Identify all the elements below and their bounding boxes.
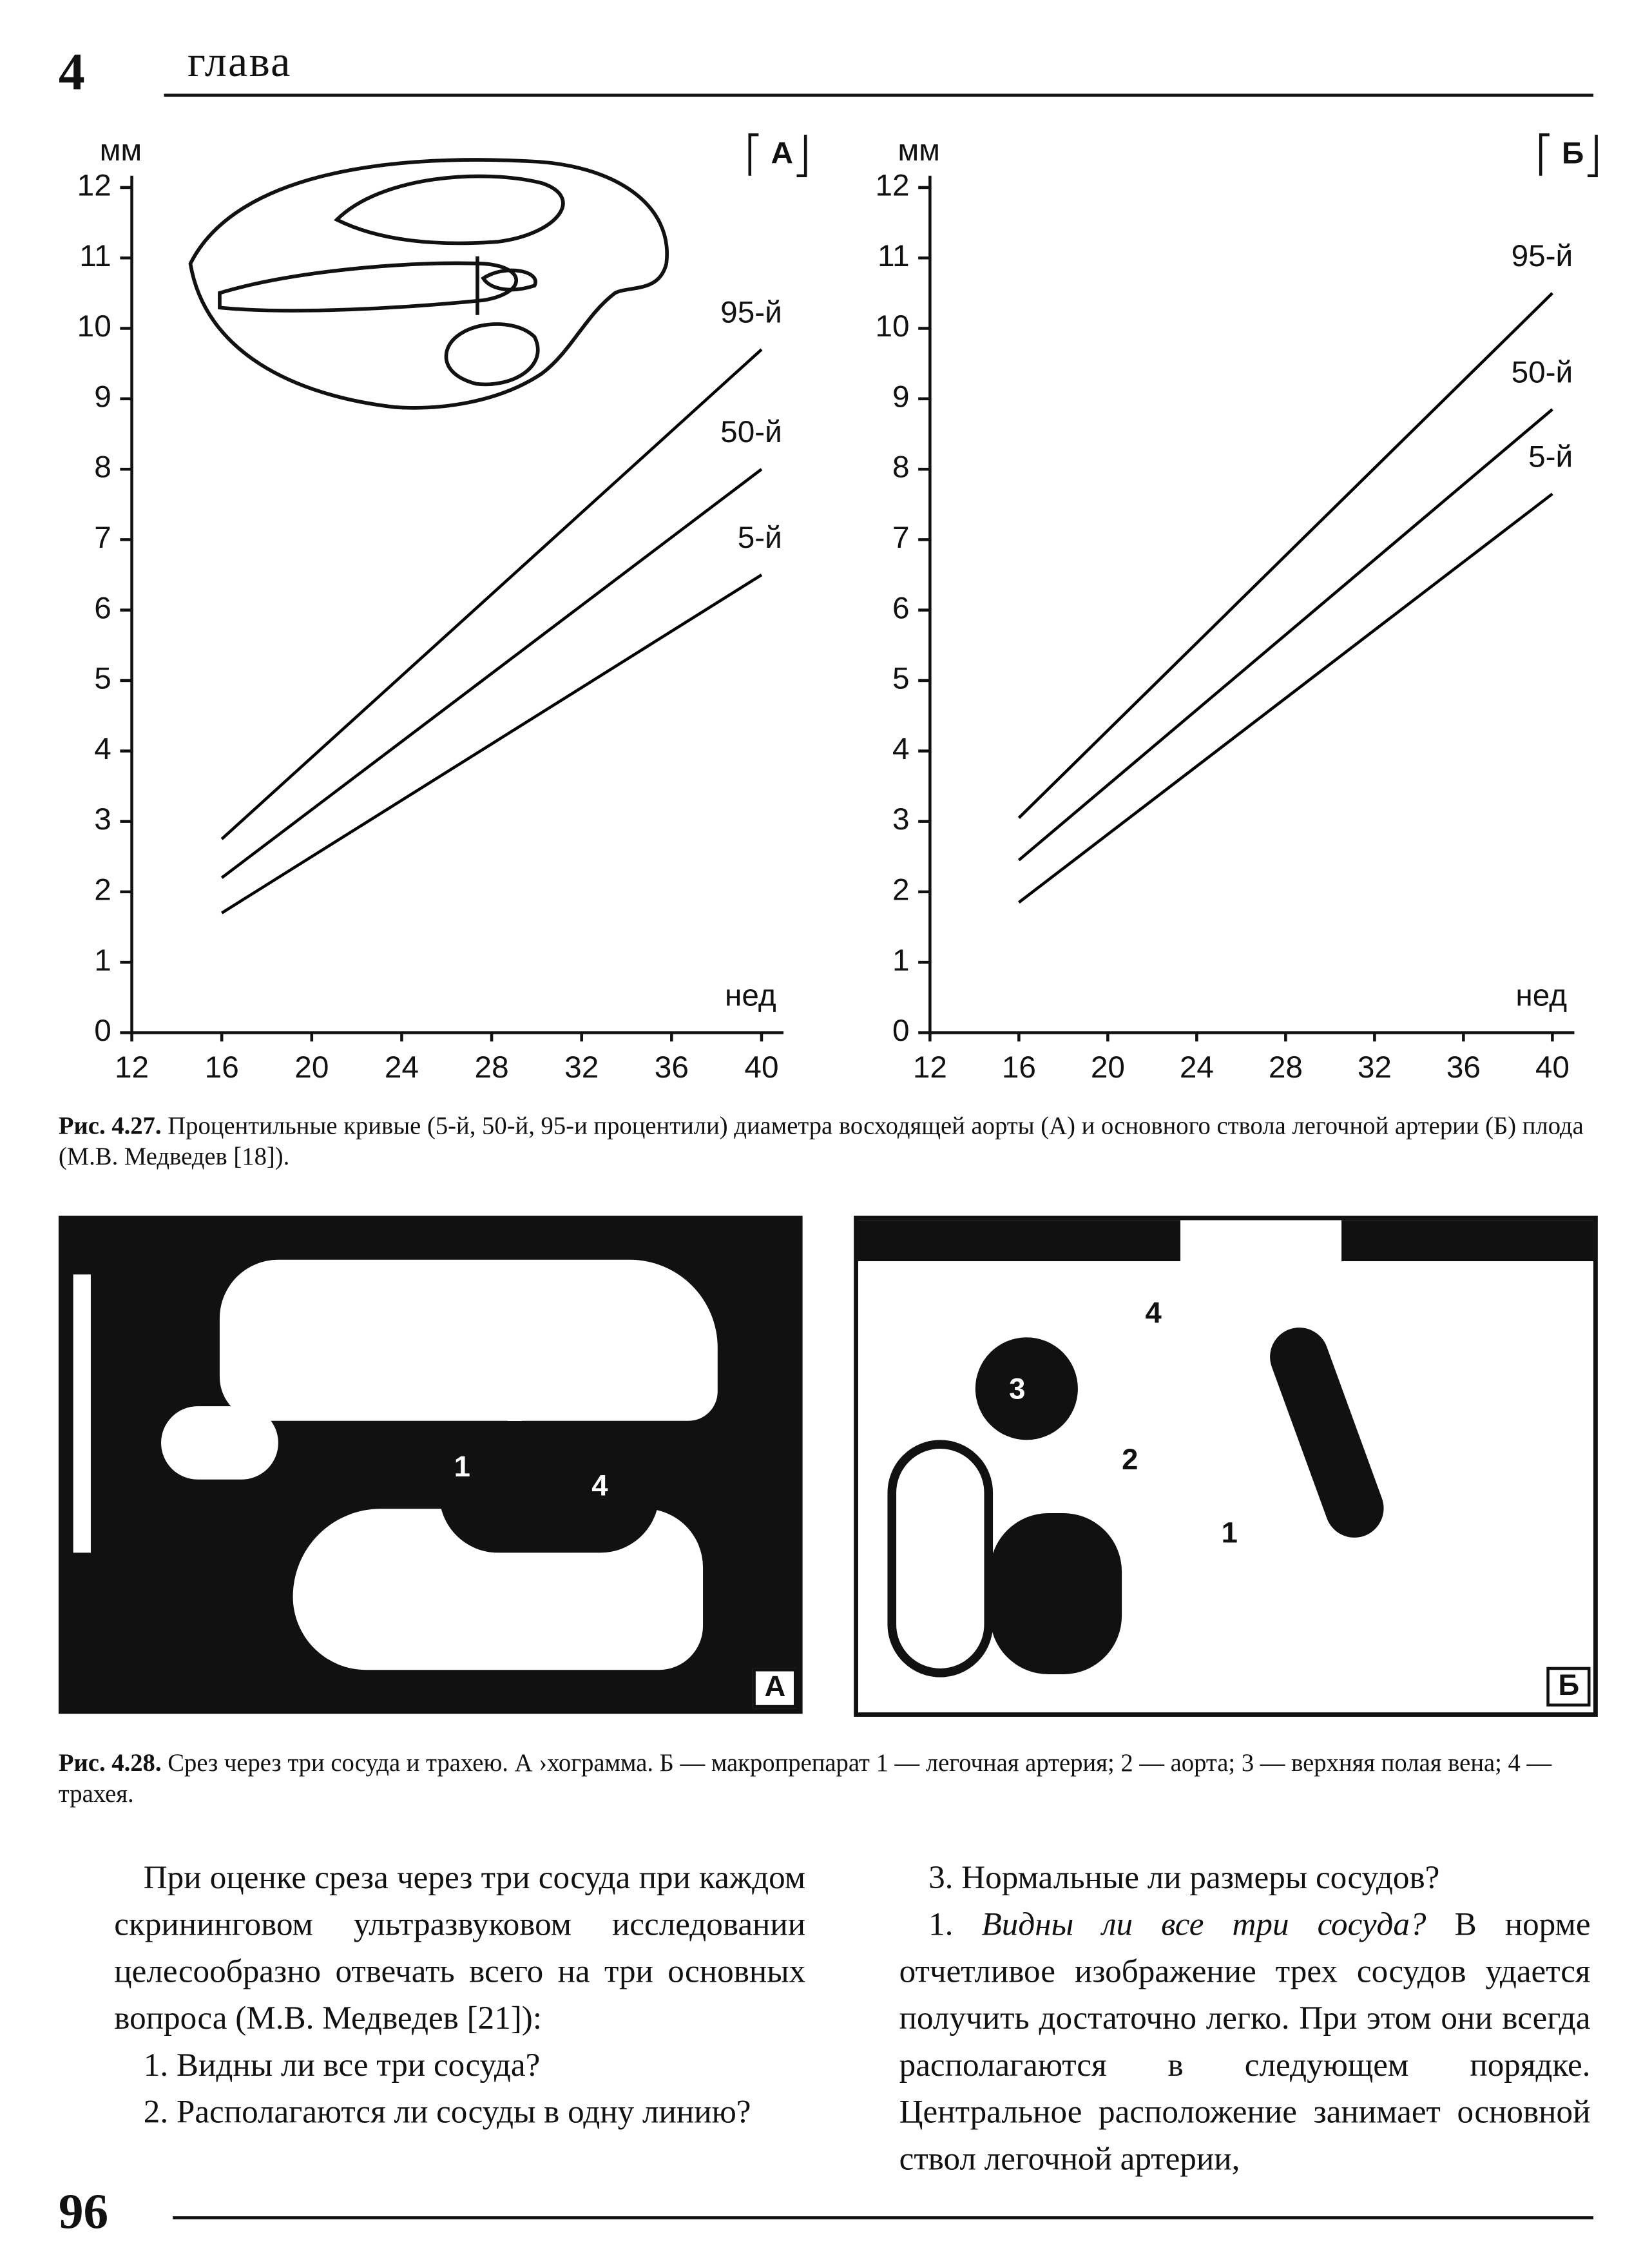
series-label: 95-й [720,295,782,329]
panel-label: Б [1546,1667,1591,1707]
percentile-line [1017,408,1553,862]
x-axis-label: нед [725,979,776,1013]
y-tick-label: 4 [892,732,910,766]
header-rule [164,93,1594,97]
series-label: 50-й [720,415,782,449]
y-tick-label: 12 [875,169,909,203]
footer-rule [173,2216,1594,2219]
photo-marker: 4 [1145,1297,1162,1330]
paragraph: 1. Видны ли все три сосуда? В норме отче… [899,1901,1591,2182]
heart-schematic [188,158,669,410]
panel-label: А [753,1668,798,1708]
y-tick-label: 3 [94,802,111,836]
y-tick-label: 1 [94,943,111,978]
y-tick-label: 6 [94,591,111,625]
x-tick-label: 28 [475,1050,509,1085]
list-item: 1. Видны ли все три сосуда? [143,2046,541,2083]
x-tick-label: 40 [1535,1050,1570,1085]
y-tick-label: 0 [94,1014,111,1048]
x-tick-label: 32 [564,1050,599,1085]
y-tick-label: 11 [79,239,111,273]
x-tick-label: 28 [1269,1050,1303,1085]
x-tick-label: 16 [205,1050,239,1085]
y-tick-label: 5 [94,662,111,696]
percentile-line [220,574,763,914]
y-tick-label: 7 [94,521,111,555]
caption-label: Рис. 4.27. [58,1112,162,1140]
photo-marker: 1 [454,1451,470,1484]
panel-label: Б [1562,137,1584,171]
text-column: 3. Нормальные ли размеры сосудов? 1. Вид… [899,1855,1591,2183]
x-tick-label: 36 [655,1050,689,1085]
echogram-photo [58,1215,803,1714]
x-tick-label: 20 [1091,1050,1125,1085]
y-tick-label: 5 [892,662,910,696]
series-label: 5-й [1528,440,1573,474]
panel-label: А [771,137,793,171]
panel-bracket [748,133,807,178]
emphasis: Видны ли все три сосуда? [981,1906,1426,1942]
figure-caption: Рис. 4.27. Процентильные кривые (5-й, 50… [59,1110,1597,1172]
y-tick-label: 9 [892,380,910,414]
percentile-line [1017,492,1553,904]
y-tick-label: 1 [892,943,910,978]
caption-text: Процентильные кривые (5-й, 50-й, 95-и пр… [58,1112,1584,1171]
percentile-line [220,468,763,879]
chapter-word: глава [187,38,292,87]
x-tick-label: 40 [744,1050,778,1085]
y-tick-label: 2 [94,873,111,907]
x-tick-label: 24 [1180,1050,1214,1085]
page-number: 96 [58,2185,109,2240]
photo-marker: 2 [1122,1444,1138,1477]
series-label: 5-й [738,521,782,555]
y-tick-label: 8 [892,450,910,485]
text-column: При оценке среза через три сосуда при ка… [114,1855,805,2136]
paragraph-text: В норме отчетливое изображение трех сосу… [899,1906,1591,2177]
specimen-photo [854,1215,1598,1717]
caption-text: Срез через три сосуда и трахею. А ›хогра… [58,1748,1552,1808]
y-tick-label: 12 [77,169,111,203]
percentile-line [220,348,763,840]
y-tick-label: 0 [892,1014,910,1048]
y-axis-label: мм [100,133,142,168]
x-tick-label: 12 [115,1050,149,1085]
series-label: 95-й [1512,239,1573,273]
x-axis-label: нед [1515,979,1567,1013]
x-tick-label: 12 [913,1050,947,1085]
x-tick-label: 16 [1002,1050,1036,1085]
x-tick-label: 20 [294,1050,329,1085]
percentile-line [1017,292,1553,819]
y-tick-label: 7 [892,521,910,555]
y-tick-label: 6 [892,591,910,625]
panel-bracket [1539,133,1598,178]
photo-marker: 4 [591,1471,608,1503]
photo-marker: 3 [1009,1374,1026,1407]
y-tick-label: 10 [77,309,111,343]
figure-caption: Рис. 4.28. Срез через три сосуда и трахе… [59,1748,1597,1809]
chapter-number: 4 [58,42,85,101]
y-tick-label: 3 [892,802,910,836]
y-tick-label: 10 [875,309,909,343]
list-item: 2. Располагаются ли сосуды в одну линию? [143,2093,751,2130]
x-tick-label: 36 [1446,1050,1481,1085]
y-tick-label: 8 [94,450,111,485]
x-tick-label: 24 [385,1050,419,1085]
series-label: 50-й [1512,355,1573,389]
x-tick-label: 32 [1358,1050,1392,1085]
y-tick-label: 4 [94,732,111,766]
y-tick-label: 9 [94,380,111,414]
item-number: 1. [928,1906,954,1942]
y-axis-label: мм [898,133,940,168]
caption-label: Рис. 4.28. [58,1748,162,1777]
photo-marker: 2 [506,1396,523,1429]
photo-marker: 1 [1221,1517,1238,1550]
paragraph: При оценке среза через три сосуда при ка… [114,1859,806,2036]
y-tick-label: 11 [878,239,910,273]
list-item: 3. Нормальные ли размеры сосудов? [928,1859,1440,1896]
y-tick-label: 2 [892,873,910,907]
photo-marker: 3 [559,1355,576,1387]
